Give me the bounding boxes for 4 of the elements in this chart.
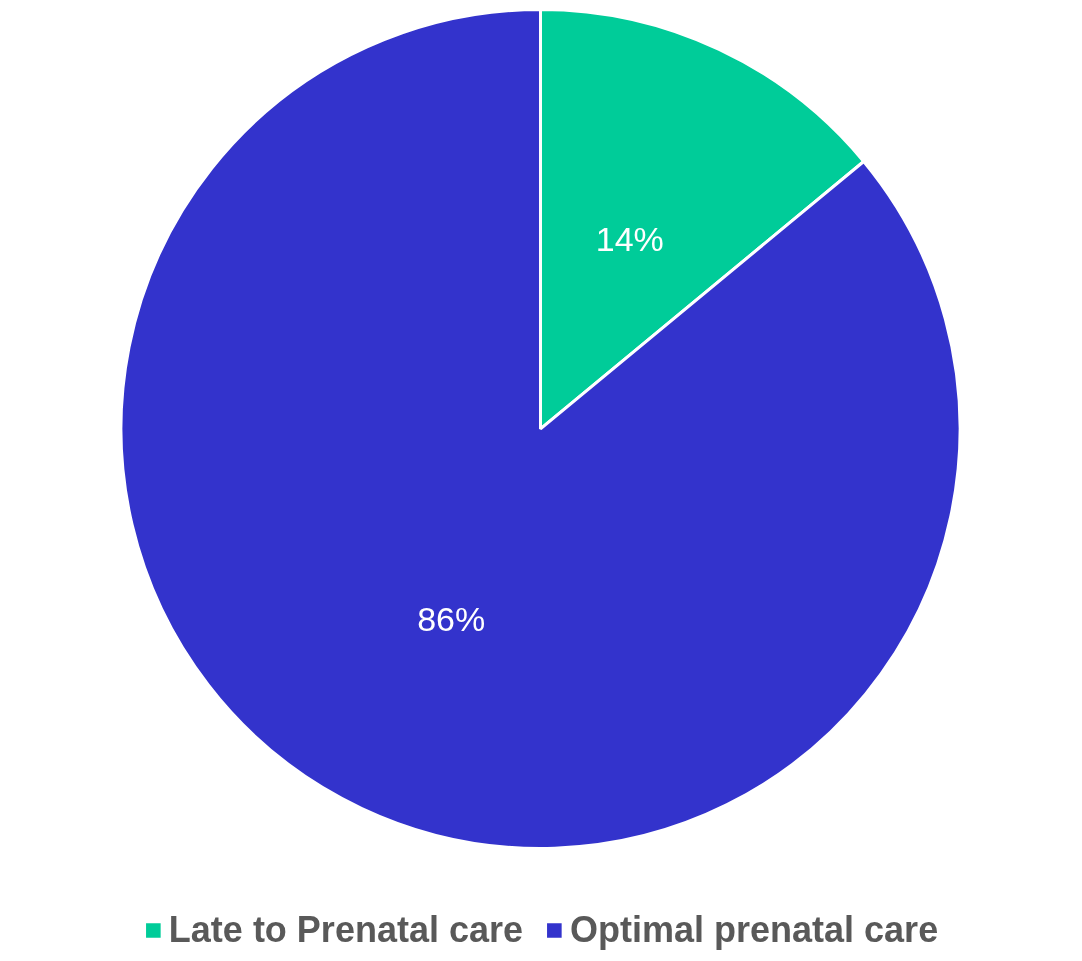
data-label: 86% — [417, 599, 486, 638]
legend-label: Late to Prenatal care — [168, 909, 524, 951]
data-label: 14% — [595, 220, 664, 259]
legend-label: Optimal prenatal care — [570, 909, 939, 951]
